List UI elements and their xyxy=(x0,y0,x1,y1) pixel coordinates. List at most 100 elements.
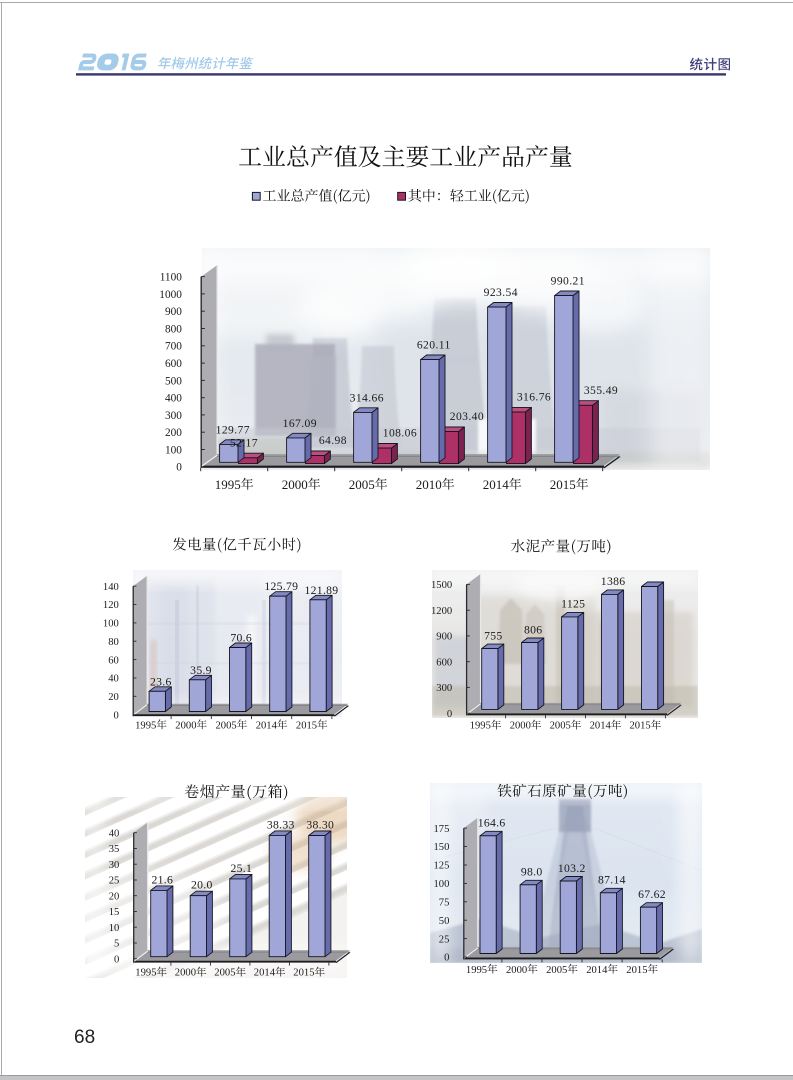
svg-text:2015: 2015 xyxy=(626,965,647,976)
svg-text:2000: 2000 xyxy=(175,720,196,731)
svg-text:700: 700 xyxy=(165,341,182,353)
svg-text:23.6: 23.6 xyxy=(150,675,172,688)
svg-text:316.76: 316.76 xyxy=(517,391,551,404)
svg-text:52.17: 52.17 xyxy=(230,436,258,449)
svg-text:20: 20 xyxy=(108,692,119,703)
svg-text:20: 20 xyxy=(109,891,120,902)
svg-text:2010: 2010 xyxy=(416,477,442,492)
svg-text:167.09: 167.09 xyxy=(283,417,317,430)
svg-text:2014: 2014 xyxy=(254,968,276,979)
svg-text:900: 900 xyxy=(436,632,452,643)
svg-text:150: 150 xyxy=(434,842,450,853)
svg-text:103.2: 103.2 xyxy=(558,862,586,875)
svg-text:25: 25 xyxy=(439,934,450,945)
svg-text:2000: 2000 xyxy=(506,965,527,976)
svg-text:2005: 2005 xyxy=(214,968,235,979)
svg-text:1995: 1995 xyxy=(135,720,156,731)
svg-text:600: 600 xyxy=(436,657,452,668)
svg-text:1000: 1000 xyxy=(159,289,182,301)
svg-text:300: 300 xyxy=(436,683,452,694)
svg-text:1995: 1995 xyxy=(470,721,491,732)
svg-text:38.30: 38.30 xyxy=(306,819,334,832)
svg-text:125.79: 125.79 xyxy=(264,580,298,593)
svg-text:40: 40 xyxy=(109,828,120,839)
svg-text:1200: 1200 xyxy=(431,606,452,617)
svg-text:1100: 1100 xyxy=(160,272,183,284)
svg-text:2015: 2015 xyxy=(296,720,317,731)
svg-text:923.54: 923.54 xyxy=(484,286,518,299)
svg-text:500: 500 xyxy=(165,375,182,387)
svg-text:2005: 2005 xyxy=(546,965,567,976)
svg-text:121.89: 121.89 xyxy=(305,584,339,597)
svg-text:800: 800 xyxy=(165,323,182,335)
svg-text:0: 0 xyxy=(114,710,119,721)
svg-text:15: 15 xyxy=(109,907,120,918)
svg-text:20.0: 20.0 xyxy=(191,879,213,892)
svg-text:100: 100 xyxy=(165,444,182,456)
svg-text:108.06: 108.06 xyxy=(383,427,417,440)
svg-text:40: 40 xyxy=(108,674,119,685)
svg-text:0: 0 xyxy=(447,709,452,720)
svg-text:164.6: 164.6 xyxy=(478,817,506,830)
svg-text:35.9: 35.9 xyxy=(190,664,212,677)
svg-text:2015: 2015 xyxy=(550,477,576,492)
svg-text:129.77: 129.77 xyxy=(216,423,250,436)
svg-text:2014: 2014 xyxy=(590,721,612,732)
svg-text:2005: 2005 xyxy=(216,720,237,731)
svg-text:100: 100 xyxy=(103,619,119,630)
svg-text:2014: 2014 xyxy=(586,965,608,976)
svg-text:50: 50 xyxy=(439,916,450,927)
svg-text:1500: 1500 xyxy=(431,580,452,591)
svg-text:0: 0 xyxy=(114,954,119,965)
svg-text:0: 0 xyxy=(444,953,449,964)
svg-text:67.62: 67.62 xyxy=(638,888,666,901)
svg-text:5: 5 xyxy=(114,939,119,950)
svg-text:990.21: 990.21 xyxy=(551,275,585,288)
svg-text:2000: 2000 xyxy=(175,968,196,979)
svg-text:620.11: 620.11 xyxy=(417,339,451,352)
svg-text:1995: 1995 xyxy=(466,965,487,976)
svg-text:900: 900 xyxy=(165,306,182,318)
svg-text:600: 600 xyxy=(165,358,182,370)
svg-text:70.6: 70.6 xyxy=(230,632,252,645)
svg-text:300: 300 xyxy=(165,410,182,422)
svg-text:2005: 2005 xyxy=(550,721,571,732)
svg-text:400: 400 xyxy=(165,393,182,405)
svg-text:30: 30 xyxy=(109,860,120,871)
svg-text:64.98: 64.98 xyxy=(319,434,347,447)
svg-text:21.6: 21.6 xyxy=(151,873,173,886)
svg-text:2014: 2014 xyxy=(483,477,510,492)
svg-text:2015: 2015 xyxy=(630,721,651,732)
svg-text:35: 35 xyxy=(109,844,120,855)
svg-text:2000: 2000 xyxy=(282,477,308,492)
svg-text:120: 120 xyxy=(103,600,119,611)
svg-text:38.33: 38.33 xyxy=(267,818,295,831)
svg-text:2000: 2000 xyxy=(510,721,531,732)
svg-text:1995: 1995 xyxy=(135,968,156,979)
svg-text:1995: 1995 xyxy=(215,477,241,492)
svg-text:80: 80 xyxy=(108,637,119,648)
svg-text:1125: 1125 xyxy=(561,598,585,611)
svg-text:314.66: 314.66 xyxy=(350,391,384,404)
svg-text:87.14: 87.14 xyxy=(598,874,626,887)
svg-text:98.0: 98.0 xyxy=(521,866,543,879)
svg-text:2014: 2014 xyxy=(256,720,278,731)
svg-text:100: 100 xyxy=(434,879,450,890)
svg-text:10: 10 xyxy=(109,923,120,934)
svg-text:203.40: 203.40 xyxy=(450,410,484,423)
svg-text:1386: 1386 xyxy=(601,575,626,588)
svg-text:755: 755 xyxy=(484,629,502,642)
svg-text:25.1: 25.1 xyxy=(230,862,252,875)
svg-text:75: 75 xyxy=(439,898,450,909)
svg-text:60: 60 xyxy=(108,655,119,666)
svg-text:806: 806 xyxy=(524,623,542,636)
svg-text:140: 140 xyxy=(103,582,119,593)
svg-text:175: 175 xyxy=(434,824,450,835)
svg-text:0: 0 xyxy=(176,462,182,474)
svg-text:200: 200 xyxy=(165,427,182,439)
svg-text:25: 25 xyxy=(109,876,120,887)
svg-text:2005: 2005 xyxy=(349,477,375,492)
svg-text:125: 125 xyxy=(434,861,450,872)
svg-text:2015: 2015 xyxy=(293,968,314,979)
svg-text:355.49: 355.49 xyxy=(584,384,618,397)
